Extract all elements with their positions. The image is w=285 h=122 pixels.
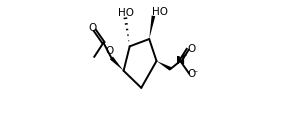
Text: O: O (188, 69, 196, 79)
Text: +: + (181, 51, 187, 60)
Polygon shape (156, 61, 172, 71)
Polygon shape (149, 15, 155, 39)
Text: HO: HO (152, 7, 168, 17)
Text: ⁻: ⁻ (192, 69, 198, 79)
Text: HO: HO (118, 8, 134, 18)
Text: O: O (88, 23, 96, 33)
Text: O: O (187, 44, 195, 54)
Text: O: O (105, 46, 114, 56)
Polygon shape (110, 56, 124, 71)
Text: N: N (176, 56, 185, 66)
